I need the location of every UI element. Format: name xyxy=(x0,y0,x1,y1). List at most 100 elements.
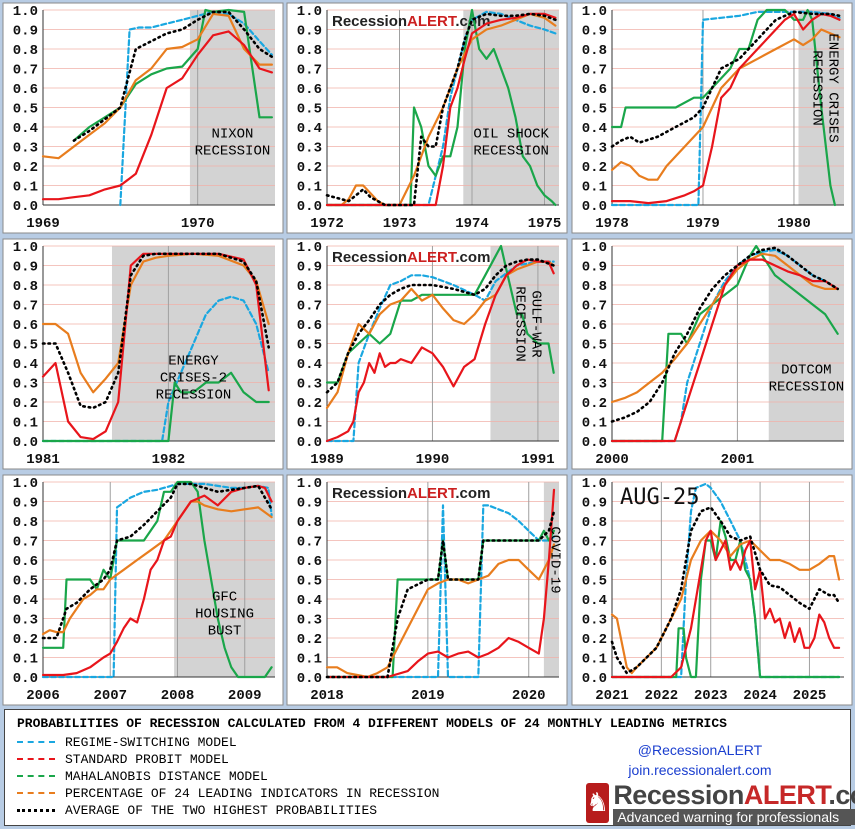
legend-swatch-regime xyxy=(17,741,55,743)
watermark-logo: RecessionALERT.com xyxy=(332,485,490,502)
x-tick-label: 2001 xyxy=(721,452,755,468)
legend-item-probit: STANDARD PROBIT MODEL xyxy=(17,751,229,767)
series-line-avg xyxy=(610,506,841,675)
y-tick-label: 0.2 xyxy=(13,160,38,176)
x-tick-label: 2019 xyxy=(411,688,445,704)
chart-panel-4: 0.0 0.1 0.2 0.3 0.4 0.5 0.6 0.7 0.8 0.9 1.0 1981 198… xyxy=(2,238,284,470)
y-tick-label: 0.4 xyxy=(582,357,607,373)
legend-panel: PROBABILITIES OF RECESSION CALCULATED FR… xyxy=(4,709,855,826)
legend-swatch-mahalanobis xyxy=(17,775,55,777)
y-tick-label: 1.0 xyxy=(297,240,322,256)
chart-panel-6: 0.0 0.1 0.2 0.3 0.4 0.5 0.6 0.7 0.8 0.9 1.0 2000 200… xyxy=(571,238,853,470)
y-tick-label: 0.5 xyxy=(297,102,322,118)
series-line-pct24 xyxy=(325,260,555,409)
x-tick-label: 1974 xyxy=(455,216,489,232)
y-tick-label: 1.0 xyxy=(13,240,38,256)
x-tick-label: 2008 xyxy=(161,688,195,704)
y-tick-label: 0.2 xyxy=(13,396,38,412)
y-tick-label: 0.0 xyxy=(297,671,322,687)
y-tick-label: 0.2 xyxy=(297,160,322,176)
y-tick-label: 0.0 xyxy=(13,671,38,687)
y-tick-label: 0.1 xyxy=(297,416,322,432)
y-tick-label: 0.4 xyxy=(13,121,38,137)
y-tick-label: 1.0 xyxy=(13,476,38,492)
y-tick-label: 0.5 xyxy=(13,102,38,118)
x-tick-label: 1973 xyxy=(383,216,417,232)
recession-label: OIL SHOCK RECESSION xyxy=(473,127,549,160)
y-tick-label: 0.4 xyxy=(582,121,607,137)
y-tick-label: 0.8 xyxy=(297,279,322,295)
y-tick-label: 1.0 xyxy=(297,4,322,20)
y-tick-label: 0.7 xyxy=(13,299,38,315)
x-tick-label: 2009 xyxy=(228,688,262,704)
y-tick-label: 0.1 xyxy=(297,652,322,668)
series-line-avg xyxy=(325,12,557,207)
y-tick-label: 0.1 xyxy=(13,652,38,668)
y-tick-label: 0.7 xyxy=(13,63,38,79)
y-tick-label: 0.7 xyxy=(582,535,607,551)
knight-logo-icon: ♞ xyxy=(586,783,610,823)
recession-label: COVID-19 xyxy=(546,526,562,593)
y-tick-label: 0.7 xyxy=(582,299,607,315)
watermark-logo: RecessionALERT.com xyxy=(332,249,490,266)
x-tick-label: 2000 xyxy=(595,452,629,468)
y-tick-label: 0.5 xyxy=(297,574,322,590)
y-tick-label: 1.0 xyxy=(582,240,607,256)
y-tick-label: 0.4 xyxy=(297,121,322,137)
chart-panel-3: 0.0 0.1 0.2 0.3 0.4 0.5 0.6 0.7 0.8 0.9 1.0 1978 197… xyxy=(571,2,853,234)
x-tick-label: 1980 xyxy=(777,216,811,232)
y-tick-label: 0.6 xyxy=(582,318,607,334)
x-tick-label: 2006 xyxy=(26,688,60,704)
y-tick-label: 0.6 xyxy=(13,318,38,334)
y-tick-label: 0.3 xyxy=(13,613,38,629)
series-line-probit xyxy=(610,258,839,443)
series-line-pct24 xyxy=(41,500,273,636)
y-tick-label: 0.3 xyxy=(13,377,38,393)
series-line-probit xyxy=(325,488,556,679)
chart-panel-1: 0.0 0.1 0.2 0.3 0.4 0.5 0.6 0.7 0.8 0.9 1.0 1969 197… xyxy=(2,2,284,234)
series-line-regime xyxy=(41,295,270,443)
legend-swatch-probit xyxy=(17,758,55,760)
y-tick-label: 0.6 xyxy=(13,554,38,570)
site-link[interactable]: join.recessionalert.com xyxy=(628,762,772,778)
x-tick-label: 1979 xyxy=(686,216,720,232)
y-tick-label: 1.0 xyxy=(297,476,322,492)
y-tick-label: 0.7 xyxy=(297,299,322,315)
legend-label-mahalanobis: MAHALANOBIS DISTANCE MODEL xyxy=(65,768,268,784)
y-tick-label: 0.2 xyxy=(13,632,38,648)
y-tick-label: 0.3 xyxy=(582,141,607,157)
series-line-avg xyxy=(72,10,274,142)
y-tick-label: 0.8 xyxy=(13,279,38,295)
y-tick-label: 0.5 xyxy=(13,574,38,590)
y-tick-label: 0.4 xyxy=(582,593,607,609)
series-line-regime xyxy=(325,504,556,679)
series-line-mahalanobis xyxy=(41,480,273,679)
y-tick-label: 0.0 xyxy=(13,435,38,451)
brand-logo-block: ♞ RecessionALERT.com Advanced warning fo… xyxy=(586,781,855,825)
y-tick-label: 0.7 xyxy=(297,63,322,79)
series-line-mahalanobis xyxy=(610,244,839,443)
y-tick-label: 0.9 xyxy=(297,24,322,40)
y-tick-label: 0.7 xyxy=(13,535,38,551)
x-tick-label: 1981 xyxy=(26,452,60,468)
y-tick-label: 0.9 xyxy=(297,496,322,512)
series-line-probit xyxy=(41,30,273,201)
legend-label-pct24: PERCENTAGE OF 24 LEADING INDICATORS IN R… xyxy=(65,785,440,801)
recession-label: NIXON RECESSION xyxy=(195,127,271,160)
series-line-probit xyxy=(325,258,555,443)
legend-item-pct24: PERCENTAGE OF 24 LEADING INDICATORS IN R… xyxy=(17,785,439,801)
y-tick-label: 0.1 xyxy=(297,180,322,196)
legend-swatch-avg xyxy=(17,808,55,812)
y-tick-label: 0.0 xyxy=(13,199,38,215)
series-line-probit xyxy=(610,529,841,679)
y-tick-label: 0.6 xyxy=(297,318,322,334)
legend-title: PROBABILITIES OF RECESSION CALCULATED FR… xyxy=(17,716,727,731)
y-tick-label: 0.9 xyxy=(297,260,322,276)
x-tick-label: 1969 xyxy=(26,216,60,232)
y-tick-label: 0.5 xyxy=(13,338,38,354)
x-tick-label: 2020 xyxy=(512,688,546,704)
y-tick-label: 0.8 xyxy=(582,43,607,59)
series-line-mahalanobis xyxy=(325,244,555,384)
x-tick-label: 2022 xyxy=(645,688,679,704)
y-tick-label: 0.9 xyxy=(582,24,607,40)
